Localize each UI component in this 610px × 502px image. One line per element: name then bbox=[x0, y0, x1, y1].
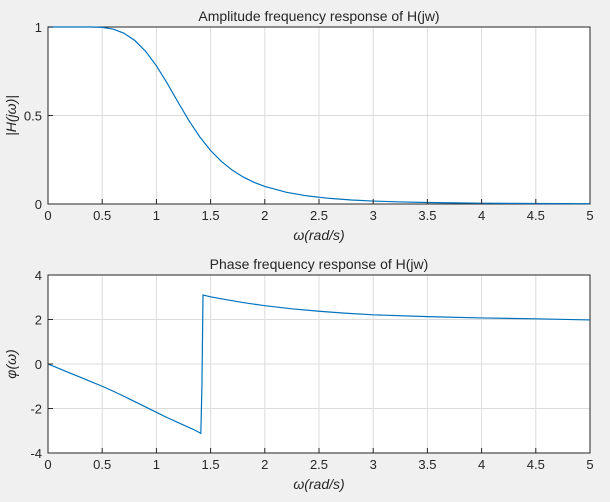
amplitude-y-axis-label: |H(jω)| bbox=[3, 95, 19, 136]
amplitude-x-tick-label: 0 bbox=[44, 208, 51, 223]
phase-x-tick-label: 4.5 bbox=[527, 457, 545, 472]
amplitude-x-tick-label: 4 bbox=[478, 208, 485, 223]
phase-y-tick-label: -4 bbox=[30, 446, 42, 461]
phase-x-tick-label: 5 bbox=[586, 457, 593, 472]
phase-plot: 0 0.5 1 1.5 2 2.5 3 3.5 4 4.5 5 -4 -2 0 2 4 Phase freque… bbox=[3, 256, 594, 492]
phase-series-line bbox=[47, 294, 591, 435]
phase-title: Phase frequency response of H(jw) bbox=[210, 256, 429, 272]
amplitude-x-tick-label: 5 bbox=[586, 208, 593, 223]
phase-x-tick-label: 0 bbox=[44, 457, 51, 472]
phase-y-tick-label: 4 bbox=[35, 268, 42, 283]
amplitude-x-tick-label: 1.5 bbox=[202, 208, 220, 223]
phase-x-tick-label: 4 bbox=[478, 457, 485, 472]
phase-x-axis-label: ω(rad/s) bbox=[293, 476, 344, 492]
amplitude-x-tick-label: 0.5 bbox=[93, 208, 111, 223]
phase-y-axis-label: φ(ω) bbox=[3, 349, 19, 378]
phase-y-tick-label: 2 bbox=[35, 313, 42, 328]
phase-x-tick-label: 3 bbox=[370, 457, 377, 472]
amplitude-x-axis-label: ω(rad/s) bbox=[293, 227, 344, 243]
amplitude-x-tick-label: 4.5 bbox=[527, 208, 545, 223]
amplitude-x-tick-label: 2 bbox=[261, 208, 268, 223]
amplitude-x-tick-label: 2.5 bbox=[310, 208, 328, 223]
amplitude-title: Amplitude frequency response of H(jw) bbox=[198, 8, 439, 24]
amplitude-y-tick-label: 0.5 bbox=[24, 109, 42, 124]
phase-x-tick-label: 3.5 bbox=[418, 457, 436, 472]
amplitude-x-tick-label: 3.5 bbox=[418, 208, 436, 223]
phase-y-tick-label: 0 bbox=[35, 357, 42, 372]
amplitude-y-tick-label: 1 bbox=[35, 20, 42, 35]
amplitude-x-tick-label: 1 bbox=[153, 208, 160, 223]
phase-x-tick-label: 2 bbox=[261, 457, 268, 472]
phase-x-tick-label: 0.5 bbox=[93, 457, 111, 472]
amplitude-series-line bbox=[48, 26, 591, 205]
amplitude-plot: 0 0.5 1 1.5 2 2.5 3 3.5 4 4.5 5 0 0.5 1 Amplitude freq… bbox=[3, 8, 594, 243]
phase-x-tick-label: 1 bbox=[153, 457, 160, 472]
phase-x-tick-label: 2.5 bbox=[310, 457, 328, 472]
amplitude-x-tick-label: 3 bbox=[370, 208, 377, 223]
phase-y-tick-label: -2 bbox=[30, 402, 42, 417]
phase-x-tick-label: 1.5 bbox=[202, 457, 220, 472]
amplitude-y-tick-label: 0 bbox=[35, 197, 42, 212]
